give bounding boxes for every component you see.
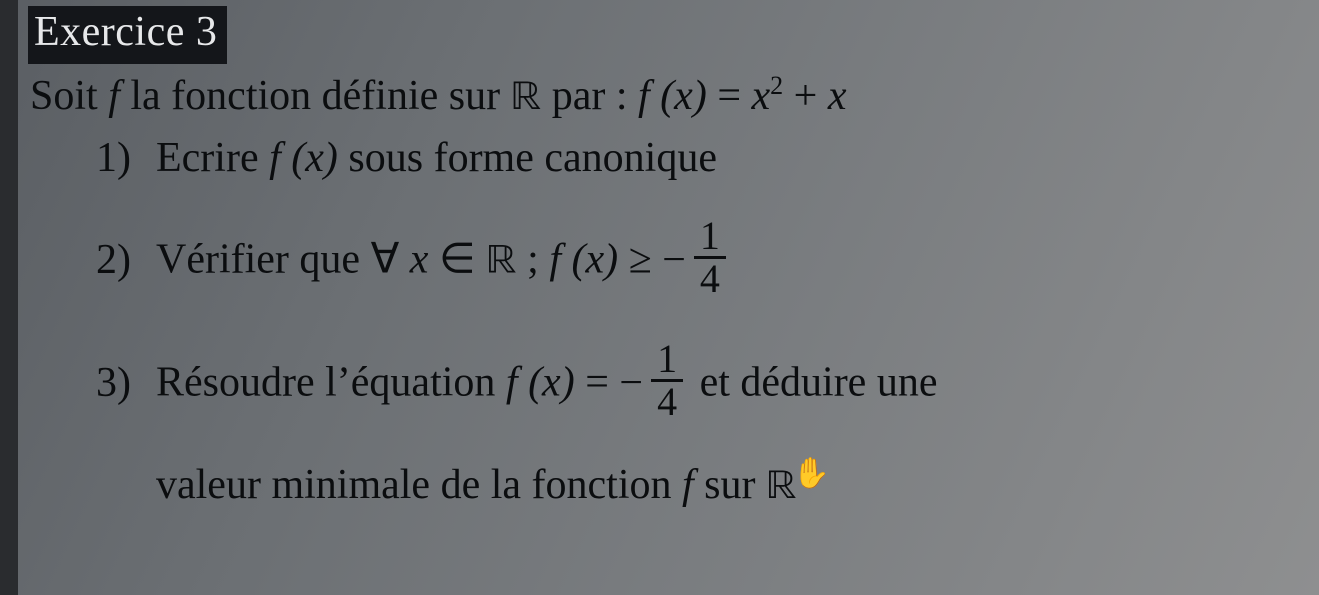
q3-frac-den: 4 xyxy=(651,382,683,422)
intro-by: par : xyxy=(541,73,638,119)
q2-frac: 14 xyxy=(694,216,726,299)
question-3-continued: valeur minimale de la fonction f sur ℝ✋ xyxy=(156,458,1301,509)
q2-t1: Vérifier que xyxy=(156,237,371,283)
intro-line: Soit f la fonction définie sur ℝ par : f… xyxy=(30,74,1301,120)
q1-number: 1) xyxy=(96,134,156,182)
intro-f: f xyxy=(108,73,120,119)
q2-in: ∈ xyxy=(439,237,486,283)
q2-forall: ∀ xyxy=(371,237,400,283)
q2-frac-num: 1 xyxy=(694,216,726,259)
q3-t1: Résoudre l’équation xyxy=(156,360,506,406)
q3-frac-num: 1 xyxy=(651,339,683,382)
q2-geq: ≥ xyxy=(618,237,662,283)
q2-x: x xyxy=(399,237,439,283)
exercise-title: Exercice 3 xyxy=(28,6,227,64)
q3-eq: = xyxy=(575,360,620,406)
q3-number: 3) xyxy=(96,359,156,407)
q2-sep: ; xyxy=(517,237,550,283)
intro-plus: + xyxy=(783,73,828,119)
intro-prefix: Soit xyxy=(30,73,108,119)
q2-set: ℝ xyxy=(486,241,517,283)
q3c-t1: valeur minimale de la fonction xyxy=(156,462,682,508)
question-1: 1) Ecrire f (x) sous forme canonique xyxy=(96,134,1301,182)
intro-x: x xyxy=(828,73,847,119)
question-3: 3) Résoudre l’équation f (x) = −14 et dé… xyxy=(96,341,1301,424)
exercise-title-text: Exercice 3 xyxy=(34,9,217,55)
q3c-f: f xyxy=(682,462,694,508)
document-page: Exercice 3 Soit f la fonction définie su… xyxy=(18,0,1319,595)
q3-minus: − xyxy=(619,359,643,407)
question-2: 2) Vérifier que ∀ x ∈ ℝ ; f (x) ≥ −14 xyxy=(96,218,1301,301)
intro-lhs: f (x) xyxy=(638,73,707,119)
q2-number: 2) xyxy=(96,236,156,284)
q1-t2: sous forme canonique xyxy=(338,135,717,181)
intro-eq: = xyxy=(707,73,752,119)
q3-body: Résoudre l’équation f (x) = −14 et dédui… xyxy=(156,341,937,424)
q2-minus: − xyxy=(662,236,686,284)
cursor-hand-icon: ✋ xyxy=(793,458,830,490)
q1-body: Ecrire f (x) sous forme canonique xyxy=(156,134,717,182)
q3-neg-frac: −14 xyxy=(619,341,689,424)
intro-set: ℝ xyxy=(511,77,542,119)
q3-t2: et déduire une xyxy=(689,360,937,406)
left-margin-bar xyxy=(0,0,18,595)
intro-mid: la fonction définie sur xyxy=(120,73,511,119)
q3c-t2: sur xyxy=(694,462,766,508)
q2-body: Vérifier que ∀ x ∈ ℝ ; f (x) ≥ −14 xyxy=(156,218,732,301)
q3-frac: 14 xyxy=(651,339,683,422)
q2-neg-frac: −14 xyxy=(662,218,732,301)
q3-fx: f (x) xyxy=(506,360,575,406)
intro-x2-base: x xyxy=(752,73,771,119)
q2-fx: f (x) xyxy=(549,237,618,283)
intro-x2-exp: 2 xyxy=(770,71,783,100)
q1-fx: f (x) xyxy=(269,135,338,181)
q1-t1: Ecrire xyxy=(156,135,269,181)
q2-frac-den: 4 xyxy=(694,259,726,299)
